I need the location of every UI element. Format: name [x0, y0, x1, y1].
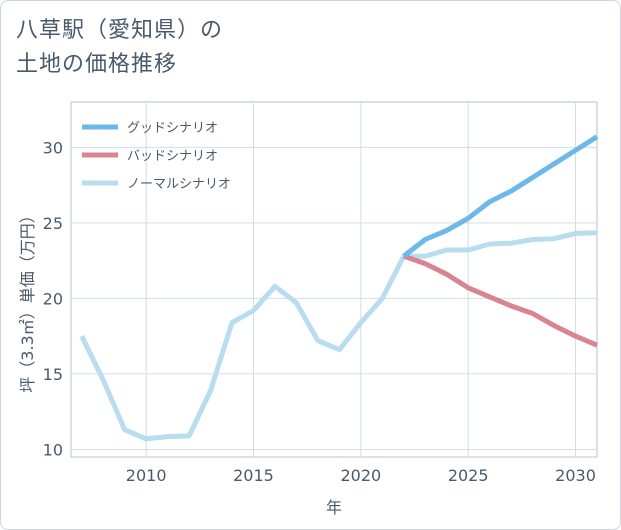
grid [71, 102, 597, 457]
y-tick-label: 10 [43, 440, 63, 459]
legend-entry: グッドシナリオ [127, 121, 218, 136]
legend-entry: ノーマルシナリオ [127, 177, 231, 192]
title-line-2: 土地の価格推移 [16, 52, 178, 77]
plot-area [70, 101, 598, 458]
series-line-bad [402, 253, 598, 348]
y-axis-label: 坪（3.3㎡）単価（万円） [18, 207, 37, 392]
x-tick-label: 2025 [448, 466, 489, 485]
series-line-good [402, 134, 599, 259]
series-line-normal [79, 230, 598, 442]
legend-entry: バッドシナリオ [127, 149, 218, 164]
chart-title: 八草駅（愛知県）の 土地の価格推移 [16, 14, 223, 82]
x-tick-label: 2010 [126, 466, 167, 485]
title-line-1: 八草駅（愛知県）の [16, 18, 224, 43]
x-tick-label: 2015 [233, 466, 274, 485]
y-tick-label: 25 [43, 214, 63, 233]
y-tick-label: 30 [43, 138, 63, 157]
x-tick-label: 2030 [555, 466, 596, 485]
x-tick-label: 2020 [340, 466, 381, 485]
x-axis-label: 年 [326, 498, 342, 517]
y-tick-label: 15 [43, 365, 63, 384]
series-lines [79, 134, 599, 442]
y-tick-label: 20 [43, 289, 63, 308]
